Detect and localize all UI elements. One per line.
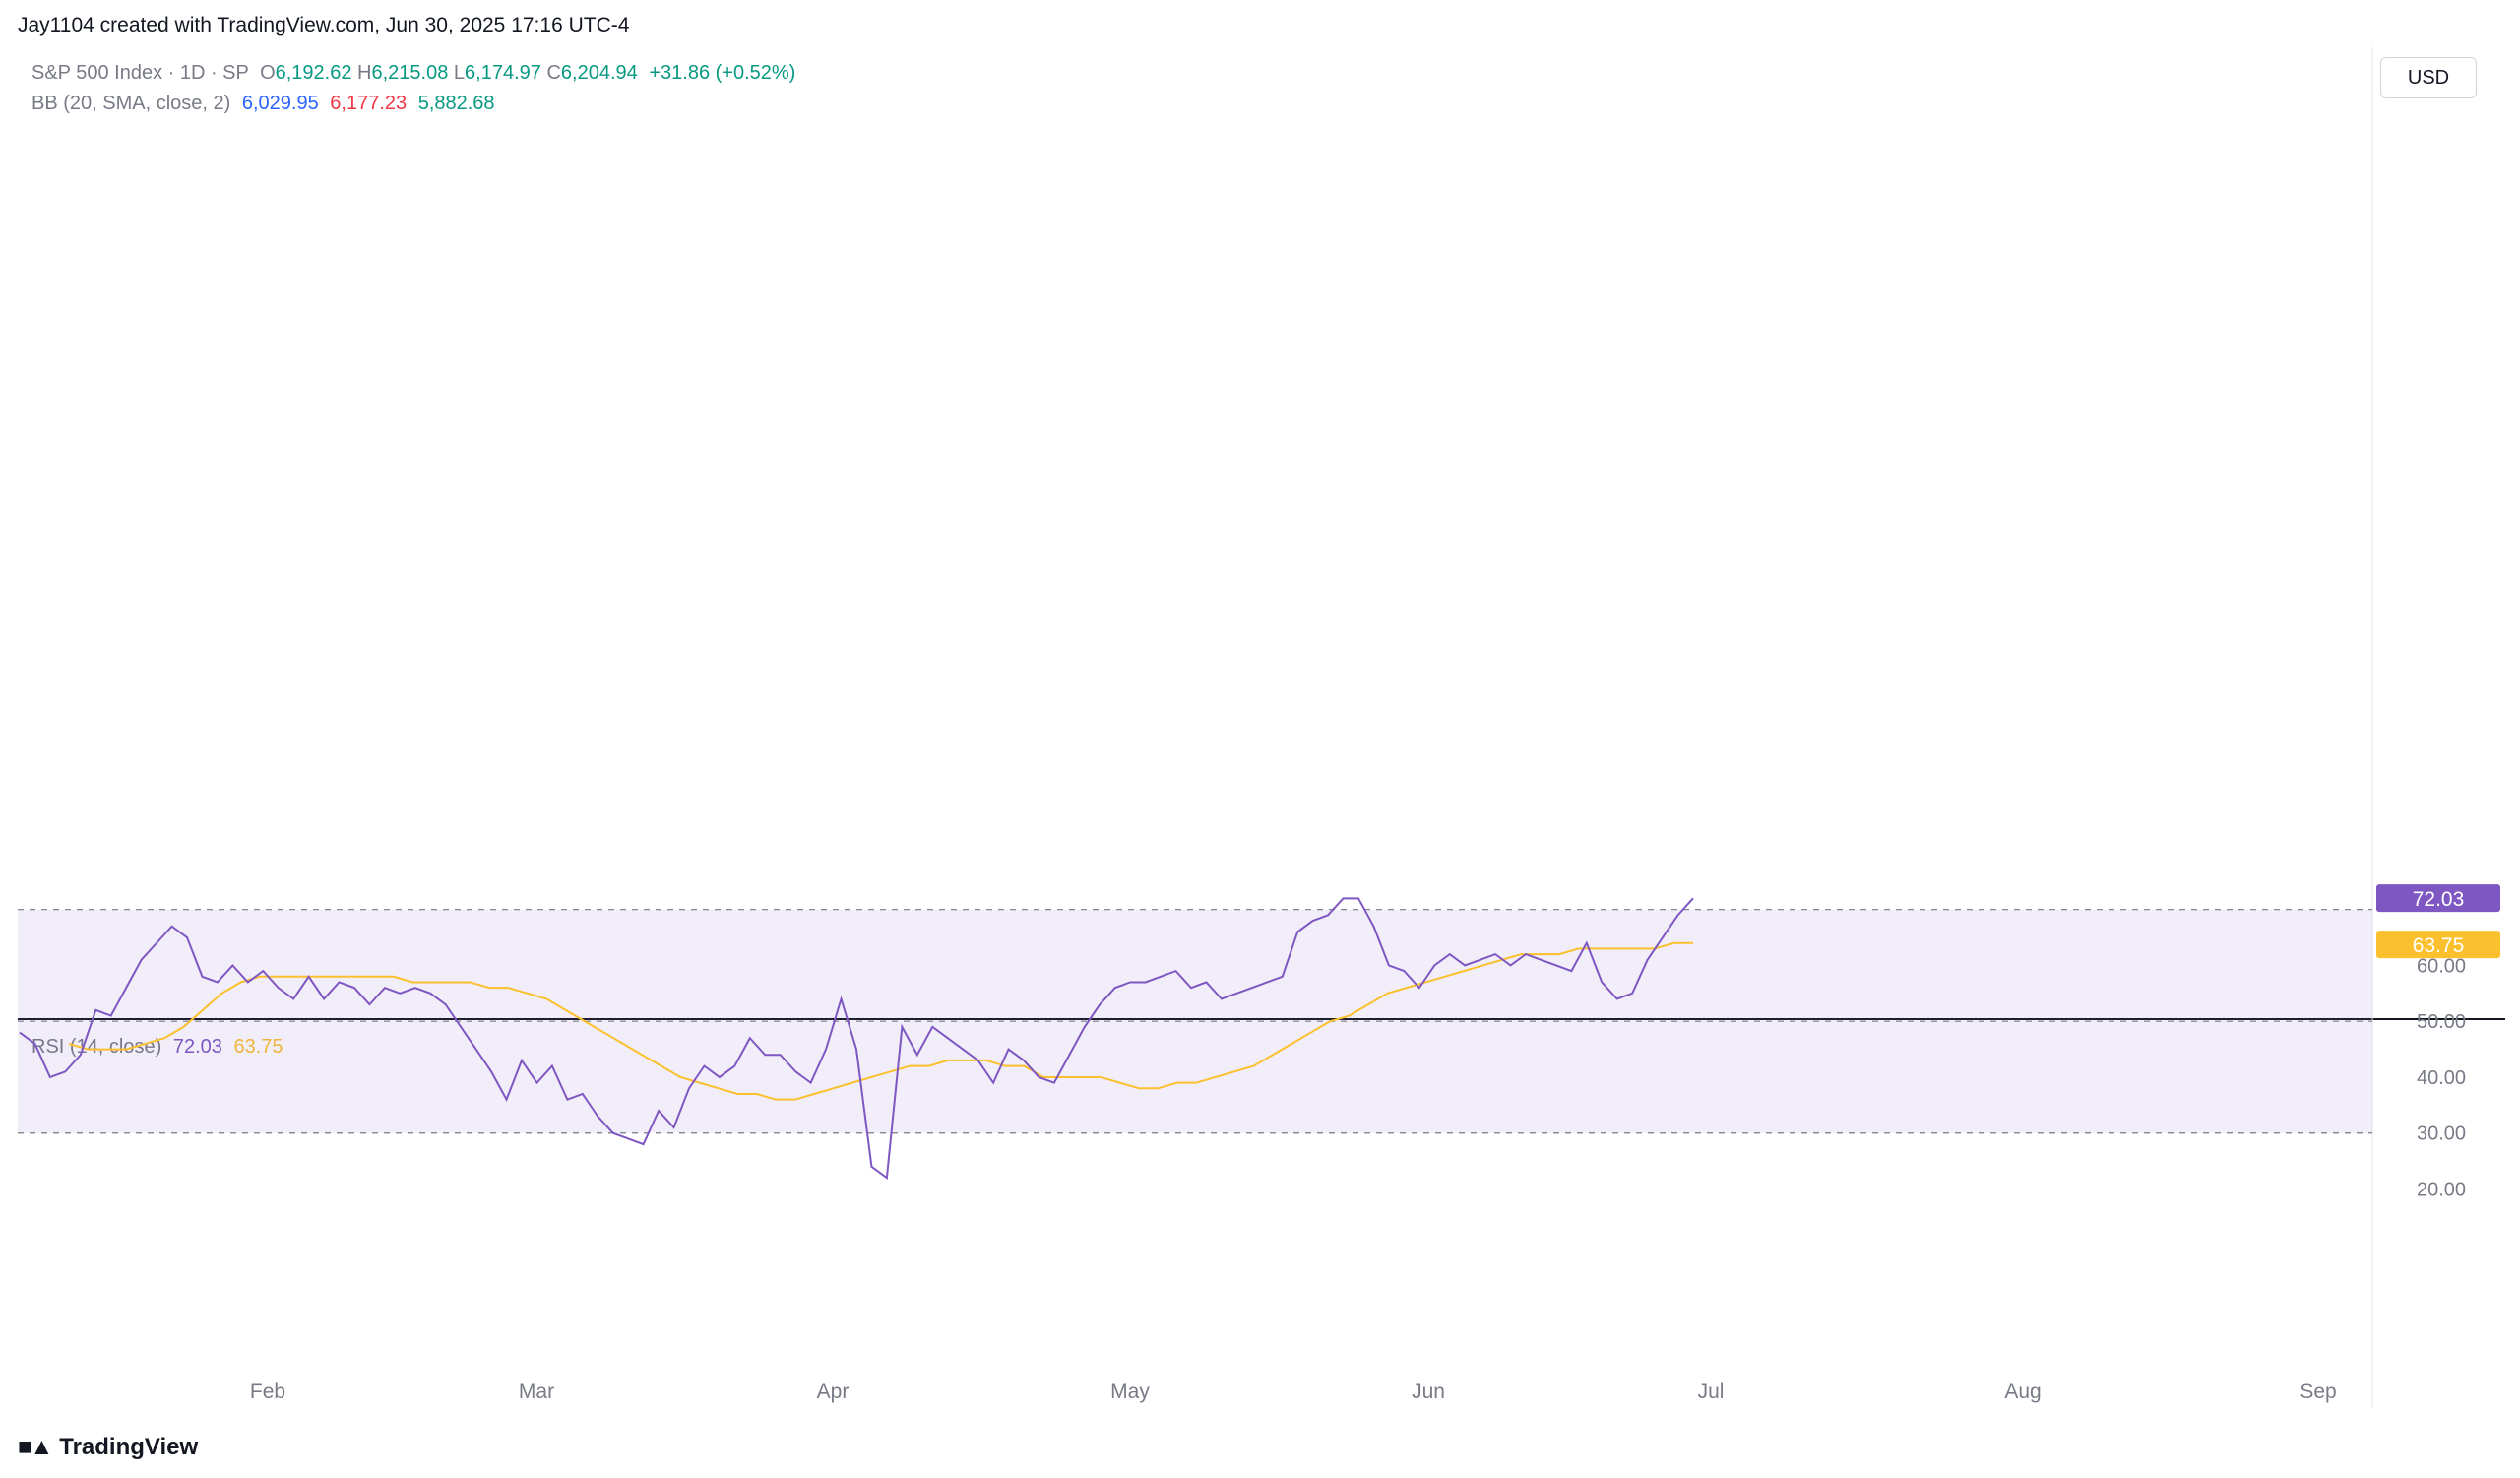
close-value: 6,204.94 xyxy=(560,62,638,84)
symbol-legend: S&P 500 Index · 1D · SP O6,192.62 H6,215… xyxy=(32,62,795,85)
bb-lower-value: 5,882.68 xyxy=(417,93,495,114)
rsi-badge xyxy=(2376,884,2500,913)
time-axis-tick: Sep xyxy=(2300,1381,2336,1403)
low-value: 6,174.97 xyxy=(465,62,541,84)
bb-label: BB (20, SMA, close, 2) xyxy=(32,93,231,114)
rsi-label: RSI (14, close) xyxy=(32,1036,162,1058)
time-axis-tick: Feb xyxy=(250,1381,285,1403)
rsi-axis-tick: 50.00 xyxy=(2417,1011,2466,1033)
open-label: O xyxy=(260,62,276,84)
bb-upper-value: 6,177.23 xyxy=(330,93,408,114)
time-axis-tick: Jun xyxy=(1412,1381,1445,1403)
rsi-band-fill xyxy=(18,909,2372,1133)
rsi-ma-value: 63.75 xyxy=(233,1036,284,1058)
currency-button[interactable]: USD xyxy=(2380,57,2477,98)
bb-legend: BB (20, SMA, close, 2) 6,029.95 6,177.23… xyxy=(32,93,495,115)
high-label: H xyxy=(357,62,372,84)
symbol-name: S&P 500 Index · 1D · SP xyxy=(32,62,249,84)
change-value: +31.86 (+0.52%) xyxy=(649,62,796,84)
bb-mid-value: 6,029.95 xyxy=(241,93,319,114)
time-axis-tick: Jul xyxy=(1698,1381,1725,1403)
low-label: L xyxy=(453,62,466,84)
tradingview-logo-icon: ■▲ xyxy=(18,1434,53,1460)
time-axis-tick: Aug xyxy=(2004,1381,2041,1403)
rsi-ma-line xyxy=(68,941,1693,1101)
close-label: C xyxy=(546,62,561,84)
rsi-badge-label: 72.03 xyxy=(2413,888,2465,911)
chart-credit: Jay1104 created with TradingView.com, Ju… xyxy=(18,14,630,36)
rsi-value: 72.03 xyxy=(172,1036,222,1058)
rsi-axis-tick: 40.00 xyxy=(2417,1067,2466,1089)
time-axis-tick: Mar xyxy=(519,1381,554,1403)
rsi-legend: RSI (14, close) 72.03 63.75 xyxy=(32,1036,284,1059)
time-axis-tick: May xyxy=(1110,1381,1150,1403)
rsi-badge-label: 63.75 xyxy=(2413,934,2465,957)
time-axis-tick: Apr xyxy=(817,1381,850,1403)
tradingview-brand: TradingView xyxy=(59,1434,199,1460)
open-value: 6,192.62 xyxy=(275,62,352,84)
high-value: 6,215.08 xyxy=(371,62,449,84)
rsi-axis-tick: 20.00 xyxy=(2417,1179,2466,1200)
rsi-axis-tick: 30.00 xyxy=(2417,1124,2466,1145)
tradingview-logo[interactable]: ■▲ TradingView xyxy=(18,1434,198,1461)
rsi-badge xyxy=(2376,931,2500,959)
rsi-axis-tick: 60.00 xyxy=(2417,955,2466,977)
